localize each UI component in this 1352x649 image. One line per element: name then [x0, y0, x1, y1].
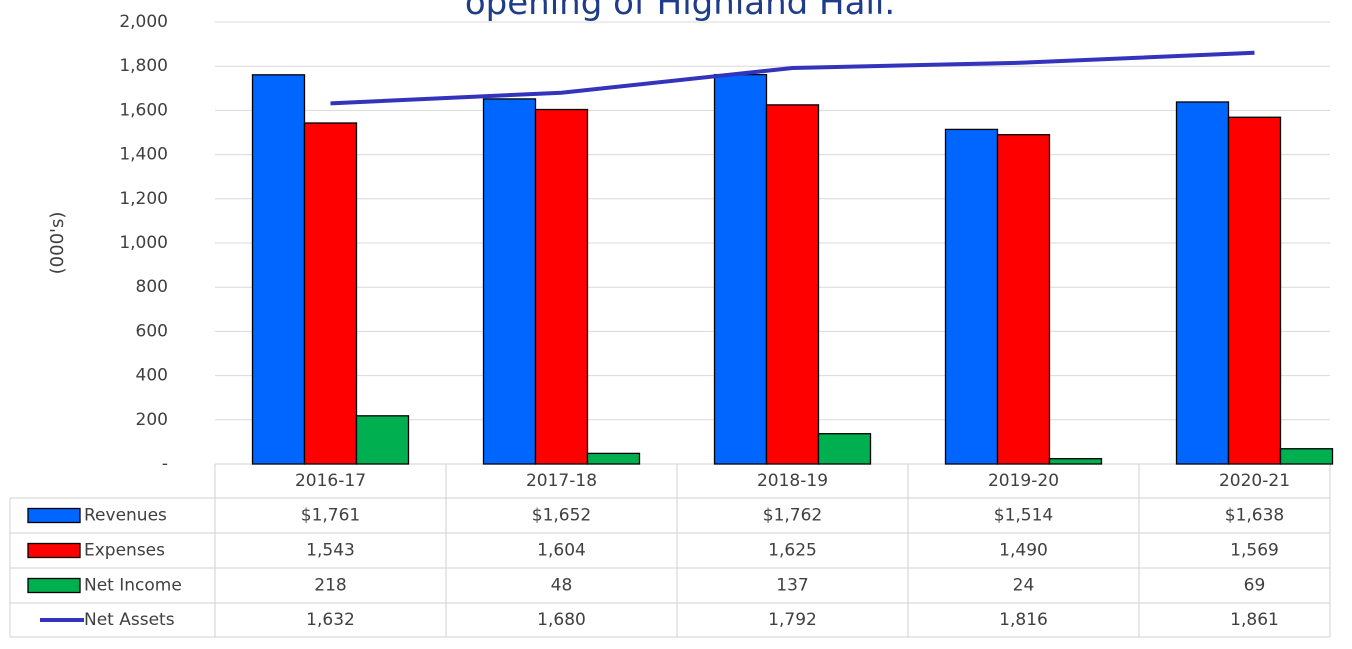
table-value: 1,569 — [1230, 541, 1279, 561]
legend-swatch — [27, 577, 81, 594]
bar — [1279, 448, 1334, 465]
y-tick-label: 1,800 — [119, 56, 168, 76]
y-tick-label: 1,000 — [119, 233, 168, 253]
table-value: $1,761 — [301, 506, 360, 526]
y-tick-label: 400 — [136, 366, 168, 386]
bar — [1048, 458, 1103, 465]
bar — [817, 433, 872, 465]
y-tick-label: 2,000 — [119, 12, 168, 32]
legend-label: Expenses — [84, 541, 165, 561]
y-tick-label: 600 — [136, 321, 168, 341]
bar — [713, 73, 768, 465]
table-value: $1,762 — [763, 506, 822, 526]
bar — [355, 415, 410, 465]
table-value: 1,632 — [306, 610, 355, 630]
legend-swatch — [27, 542, 81, 559]
bar — [251, 74, 306, 465]
x-tick-label: 2018-19 — [757, 471, 828, 491]
y-tick-label: 1,400 — [119, 145, 168, 165]
line — [330, 50, 1255, 106]
table-value: 1,680 — [537, 610, 586, 630]
x-tick-label: 2019-20 — [988, 471, 1059, 491]
bar — [1175, 101, 1230, 465]
bar — [586, 452, 641, 465]
table-value: $1,514 — [994, 506, 1053, 526]
x-tick-label: 2020-21 — [1219, 471, 1290, 491]
table-value: 137 — [776, 576, 808, 596]
legend-label: Net Assets — [84, 610, 175, 630]
table-value: $1,652 — [532, 506, 591, 526]
y-tick-label: - — [162, 454, 168, 474]
table-value: 1,625 — [768, 541, 817, 561]
table-value: 1,543 — [306, 541, 355, 561]
bar — [534, 108, 589, 465]
bar — [765, 104, 820, 465]
y-tick-label: 1,600 — [119, 100, 168, 120]
chart-title: opening of Highland Hall. — [465, 0, 895, 23]
bar — [1227, 116, 1282, 465]
table-value: 24 — [1013, 576, 1035, 596]
y-axis-label: (000's) — [47, 212, 68, 275]
table-value: 48 — [551, 576, 573, 596]
legend-label: Revenues — [84, 506, 167, 526]
table-value: $1,638 — [1225, 506, 1284, 526]
table-value: 69 — [1244, 576, 1266, 596]
table-value: 1,792 — [768, 610, 817, 630]
table-value: 1,816 — [999, 610, 1048, 630]
x-tick-label: 2016-17 — [295, 471, 366, 491]
table-value: 218 — [314, 576, 346, 596]
table-value: 1,604 — [537, 541, 586, 561]
bar — [482, 98, 537, 465]
y-tick-label: 800 — [136, 277, 168, 297]
bar — [303, 122, 358, 465]
y-tick-label: 1,200 — [119, 189, 168, 209]
y-tick-label: 200 — [136, 410, 168, 430]
legend-swatch — [27, 507, 81, 524]
x-tick-label: 2017-18 — [526, 471, 597, 491]
bar — [944, 128, 999, 465]
table-value: 1,490 — [999, 541, 1048, 561]
bar — [996, 134, 1051, 465]
legend-label: Net Income — [84, 576, 182, 596]
table-value: 1,861 — [1230, 610, 1279, 630]
